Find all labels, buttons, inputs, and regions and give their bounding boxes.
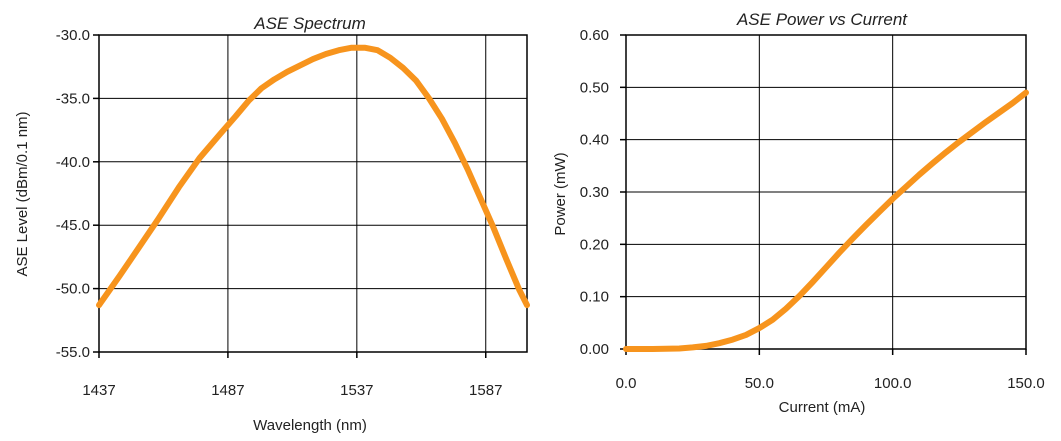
y-tick-label: 0.00	[580, 341, 609, 358]
y-tick-label: -50.0	[56, 281, 90, 298]
plot-frame	[98, 34, 528, 353]
x-tick-label: 1437	[82, 382, 115, 399]
chart-title: ASE Power vs Current	[736, 10, 908, 29]
series-line	[96, 44, 530, 309]
chart-title: ASE Spectrum	[253, 14, 366, 33]
x-tick-label: 100.0	[874, 375, 912, 392]
x-tick-label: 1587	[469, 382, 502, 399]
y-tick-label: 0.40	[580, 132, 609, 149]
y-tick-label: 0.20	[580, 236, 609, 253]
y-tick-label: -55.0	[56, 344, 90, 361]
ase-power-vs-current-chart: ASE Power vs Current Current (mA) Power …	[552, 10, 1045, 416]
series-line	[623, 89, 1029, 352]
y-tick-label: -45.0	[56, 217, 90, 234]
y-axis-label: Power (mW)	[552, 152, 569, 235]
plot-frame	[625, 34, 1027, 350]
y-tick-label: 0.10	[580, 289, 609, 306]
x-tick-label: 50.0	[745, 375, 774, 392]
y-tick-label: 0.50	[580, 79, 609, 96]
x-tick-label: 1487	[211, 382, 244, 399]
y-tick-label: 0.30	[580, 184, 609, 201]
x-axis-label: Wavelength (nm)	[253, 417, 367, 434]
y-tick-label: -35.0	[56, 90, 90, 107]
x-tick-label: 1537	[340, 382, 373, 399]
x-tick-label: 150.0	[1007, 375, 1045, 392]
y-axis-label: ASE Level (dBm/0.1 nm)	[14, 111, 31, 276]
y-tick-label: 0.60	[580, 27, 609, 44]
x-tick-label: 0.0	[616, 375, 637, 392]
y-tick-label: -30.0	[56, 27, 90, 44]
ase-spectrum-chart: ASE Spectrum Wavelength (nm) ASE Level (…	[14, 14, 530, 434]
y-tick-label: -40.0	[56, 154, 90, 171]
x-axis-label: Current (mA)	[779, 399, 866, 416]
